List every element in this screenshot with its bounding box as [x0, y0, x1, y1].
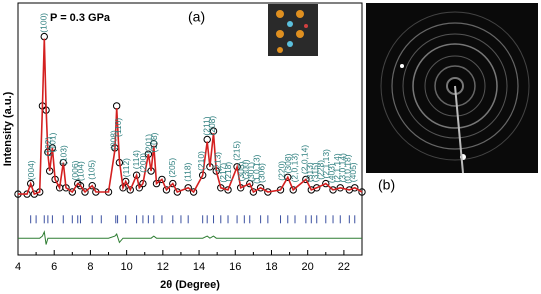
structure-inset [268, 4, 318, 56]
observed-point [246, 179, 254, 188]
observed-point [313, 184, 321, 192]
observed-point [169, 179, 177, 188]
observed-point [184, 184, 192, 192]
peak-label: (100) [39, 13, 49, 33]
peak-label: (228) [316, 160, 326, 180]
peak-label: (108) [149, 132, 159, 152]
observed-point [68, 188, 77, 196]
peak-label: (2,1,13) [321, 149, 331, 178]
observed-point [302, 175, 310, 184]
observed-point [158, 175, 166, 184]
peak-label: (301) [246, 162, 256, 182]
panel-a-label: (a) [188, 9, 205, 25]
x-tick-label: 18 [265, 261, 277, 273]
peak-label: (118) [182, 162, 192, 181]
observed-point [173, 188, 182, 196]
peak-label: (110) [113, 118, 123, 137]
observed-point [81, 188, 89, 196]
observed-point [351, 184, 359, 192]
x-tick-label: 14 [193, 261, 205, 273]
x-tick-label: 4 [15, 261, 21, 273]
peak-label: (220) [277, 161, 287, 181]
peak-label: (211) [201, 116, 211, 135]
observed-point [26, 179, 35, 188]
difference-line [18, 230, 362, 245]
observed-point [256, 184, 265, 192]
observed-point [358, 188, 366, 196]
peak-label: (315) [310, 162, 320, 182]
x-tick-label: 20 [302, 261, 314, 273]
peak-label: (218) [223, 162, 233, 182]
peak-label: (008) [108, 130, 118, 150]
panel-b-label: (b) [378, 177, 395, 193]
peak-label: (3,0,14) [337, 153, 347, 182]
peak-label: (403) [326, 163, 336, 183]
peak-label: (210) [196, 151, 206, 171]
peak-label: (114) [131, 150, 141, 169]
x-tick-label: 6 [51, 261, 57, 273]
observed-point [249, 188, 258, 196]
x-axis-label: 2θ (Degree) [160, 279, 220, 291]
observed-point [189, 188, 198, 196]
pressure-annotation: P = 0.3 GPa [50, 12, 111, 24]
peak-label: (112) [121, 158, 131, 177]
observed-point [126, 186, 134, 194]
peak-label: (101) [48, 132, 58, 152]
observed-point [289, 186, 297, 194]
x-tick-label: 12 [157, 261, 169, 273]
peak-label: (405) [348, 162, 358, 182]
x-tick-label: 16 [229, 261, 241, 273]
peak-label: (300) [240, 159, 250, 179]
peak-label: (213) [212, 152, 222, 172]
observed-point [329, 186, 337, 194]
peak-label: (305) [236, 161, 246, 181]
calculated-line [18, 38, 363, 196]
peak-label: (004) [26, 160, 36, 180]
observed-point [88, 182, 96, 190]
y-axis-label: Intensity (a.u.) [2, 91, 14, 166]
observed-point [224, 186, 232, 194]
peak-label: (2,0,13) [289, 153, 299, 182]
diffraction-image [366, 3, 538, 174]
observed-point [162, 186, 171, 194]
observed-point [322, 179, 330, 188]
peak-label: (205) [167, 158, 177, 178]
peak-label: (201) [144, 134, 154, 154]
peak-label: (103) [58, 145, 68, 165]
peak-label: (0,0,18) [343, 154, 353, 183]
x-tick-label: 10 [121, 261, 133, 273]
peak-label: (208) [207, 116, 217, 136]
peak-label: (1,0,13) [251, 154, 261, 183]
plot-frame [17, 2, 363, 256]
peak-label: (215) [231, 141, 241, 161]
peak-label: (308) [283, 153, 293, 173]
peak-label: (2,0,14) [299, 145, 309, 174]
observed-point [284, 173, 292, 182]
peak-label: (104) [76, 161, 86, 181]
peak-label: (200) [138, 153, 148, 173]
peak-label: (2,1,14) [332, 153, 342, 182]
peak-label: (006) [70, 160, 80, 180]
peak-label: (102) [43, 137, 53, 157]
x-tick-label: 8 [87, 261, 93, 273]
peak-label: (105) [86, 160, 96, 180]
peak-label: (313) [305, 162, 315, 182]
observed-point [217, 184, 225, 192]
peak-label: (217) [218, 163, 228, 183]
x-tick-label: 22 [338, 261, 350, 273]
peak-label: (306) [257, 163, 267, 183]
